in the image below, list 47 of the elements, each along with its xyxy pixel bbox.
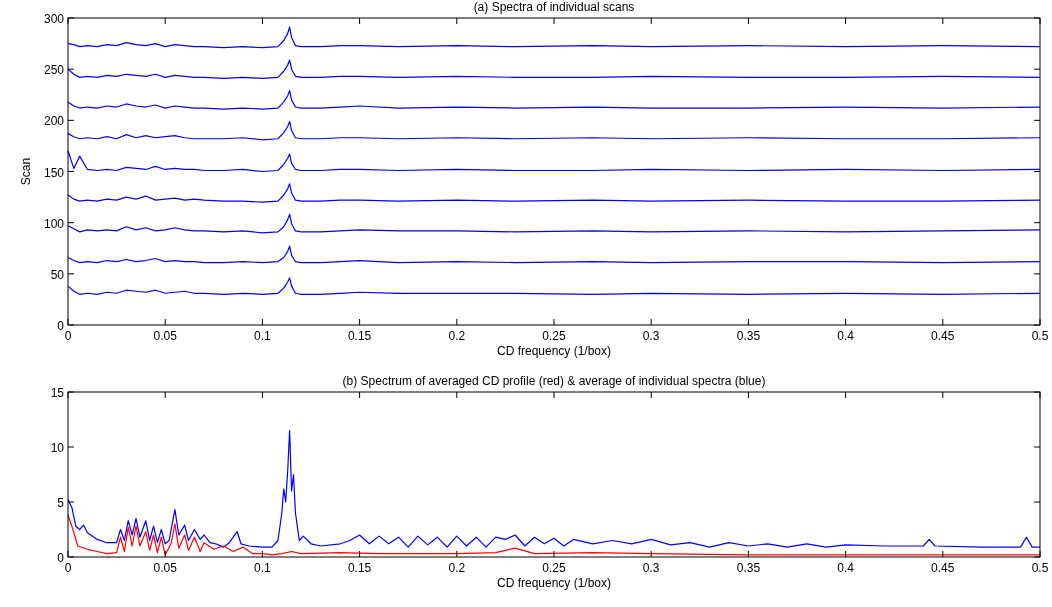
line-series bbox=[67, 514, 1041, 556]
line-series bbox=[67, 429, 1041, 548]
x-tick-label: 0.4 bbox=[837, 329, 855, 343]
x-axis-title: CD frequency (1/box) bbox=[496, 576, 612, 590]
x-tick-label: 0.25 bbox=[542, 329, 566, 343]
y-tick-label: 50 bbox=[50, 267, 65, 282]
x-tick-label: 0.25 bbox=[542, 561, 566, 575]
x-tick-label: 0.4 bbox=[837, 561, 855, 575]
y-axis-title: Scan bbox=[19, 157, 33, 186]
line-series bbox=[67, 59, 1041, 79]
y-tick-label: 0 bbox=[57, 551, 65, 565]
line-series bbox=[67, 245, 1041, 264]
line-series bbox=[67, 90, 1041, 110]
y-tick-label: 200 bbox=[43, 114, 65, 129]
y-tick-label: 10 bbox=[50, 441, 65, 455]
x-tick-label: 0.45 bbox=[931, 329, 955, 343]
x-tick-label: 0.35 bbox=[736, 561, 761, 575]
x-tick-label: 0.15 bbox=[347, 329, 372, 343]
line-series bbox=[67, 26, 1041, 49]
x-tick-label: 0.05 bbox=[153, 561, 178, 575]
line-series bbox=[67, 183, 1041, 203]
x-tick-label: 0.1 bbox=[254, 561, 272, 575]
line-series bbox=[67, 120, 1041, 141]
x-tick-label: 0.15 bbox=[347, 561, 372, 575]
chart-title: (b) Spectrum of averaged CD profile (red) & average of individual spectra (blue) bbox=[342, 374, 766, 388]
chart-title: (a) Spectra of individual scans bbox=[473, 0, 635, 14]
x-tick-label: 0.3 bbox=[642, 329, 660, 343]
y-tick-label: 150 bbox=[43, 165, 65, 180]
y-tick-label: 250 bbox=[43, 63, 65, 78]
y-tick-label: 0 bbox=[57, 319, 65, 333]
x-tick-label: 0.35 bbox=[736, 329, 761, 343]
line-series bbox=[67, 213, 1041, 234]
x-tick-label: 0.45 bbox=[931, 561, 955, 575]
x-tick-label: 0.5 bbox=[1031, 561, 1049, 575]
y-tick-label: 300 bbox=[43, 12, 65, 26]
x-tick-label: 0.05 bbox=[153, 329, 178, 343]
y-tick-label: 15 bbox=[50, 386, 65, 400]
x-tick-label: 0.5 bbox=[1031, 329, 1049, 343]
x-tick-label: 0.1 bbox=[254, 329, 272, 343]
x-axis-title: CD frequency (1/box) bbox=[496, 344, 612, 358]
x-tick-label: 0.3 bbox=[642, 561, 660, 575]
x-tick-label: 0.2 bbox=[448, 329, 466, 343]
y-tick-label: 100 bbox=[43, 216, 65, 231]
y-tick-label: 5 bbox=[57, 496, 65, 510]
line-series bbox=[67, 277, 1041, 295]
x-tick-label: 0.2 bbox=[448, 561, 466, 575]
line-series bbox=[67, 150, 1041, 173]
